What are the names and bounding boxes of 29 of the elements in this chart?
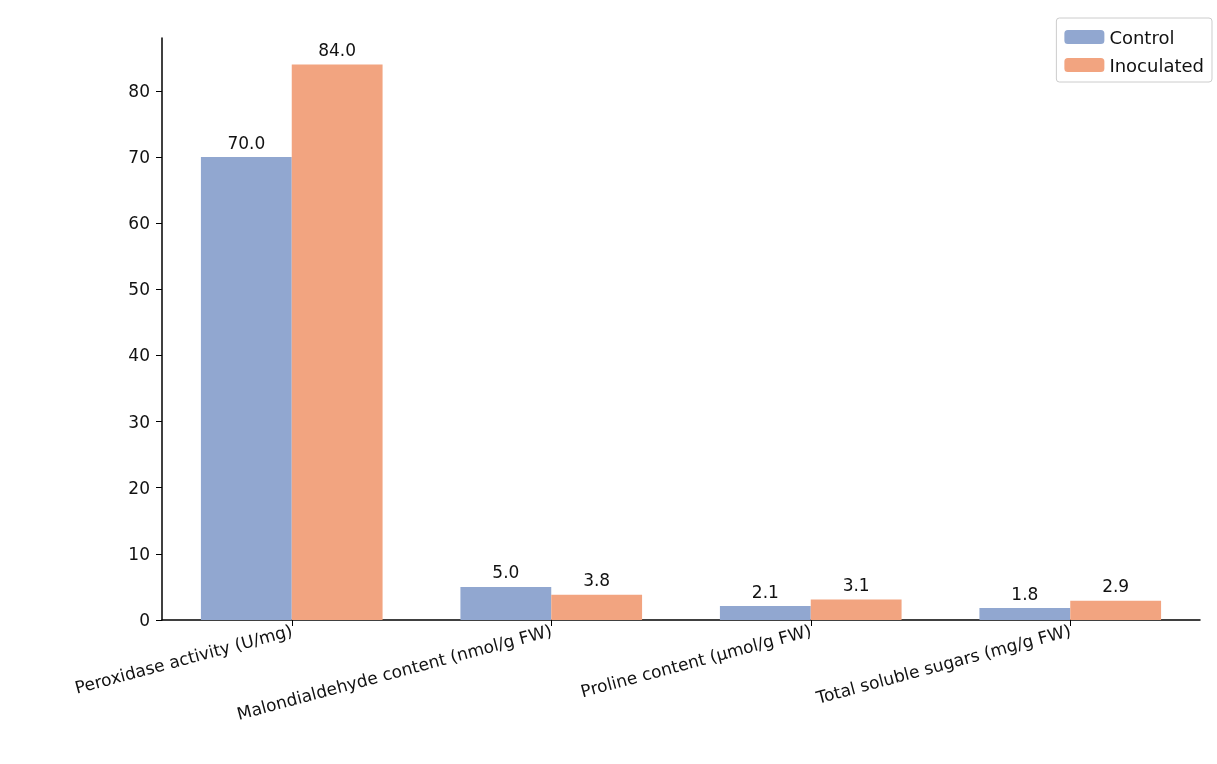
data-label: 70.0 xyxy=(227,132,266,153)
legend-label: Control xyxy=(1109,26,1175,48)
bar xyxy=(551,594,643,620)
bar xyxy=(719,606,811,620)
y-tick-label: 40 xyxy=(128,345,150,366)
bar xyxy=(1070,600,1162,620)
y-tick-label: 30 xyxy=(128,411,150,432)
y-tick-label: 10 xyxy=(128,543,150,564)
y-tick-label: 50 xyxy=(128,279,150,300)
legend-label: Inoculated xyxy=(1109,54,1204,76)
bar xyxy=(200,157,292,620)
bar xyxy=(291,64,383,620)
data-label: 5.0 xyxy=(492,562,520,583)
x-tick-label: Proline content (µmol/g FW) xyxy=(578,620,814,702)
bar xyxy=(979,608,1071,620)
y-tick-label: 80 xyxy=(128,80,150,101)
data-label: 84.0 xyxy=(318,39,357,60)
data-label: 2.1 xyxy=(751,581,779,602)
data-label: 2.9 xyxy=(1102,576,1130,597)
y-tick-label: 60 xyxy=(128,213,150,234)
x-tick-label: Total soluble sugars (mg/g FW) xyxy=(813,620,1073,708)
data-label: 1.8 xyxy=(1011,583,1039,604)
y-tick-label: 0 xyxy=(139,610,150,630)
data-label: 3.1 xyxy=(842,575,870,595)
bar xyxy=(460,586,552,620)
bar xyxy=(810,599,902,620)
y-tick-label: 20 xyxy=(128,477,150,498)
data-label: 3.8 xyxy=(583,570,611,591)
y-tick-label: 70 xyxy=(128,147,150,168)
